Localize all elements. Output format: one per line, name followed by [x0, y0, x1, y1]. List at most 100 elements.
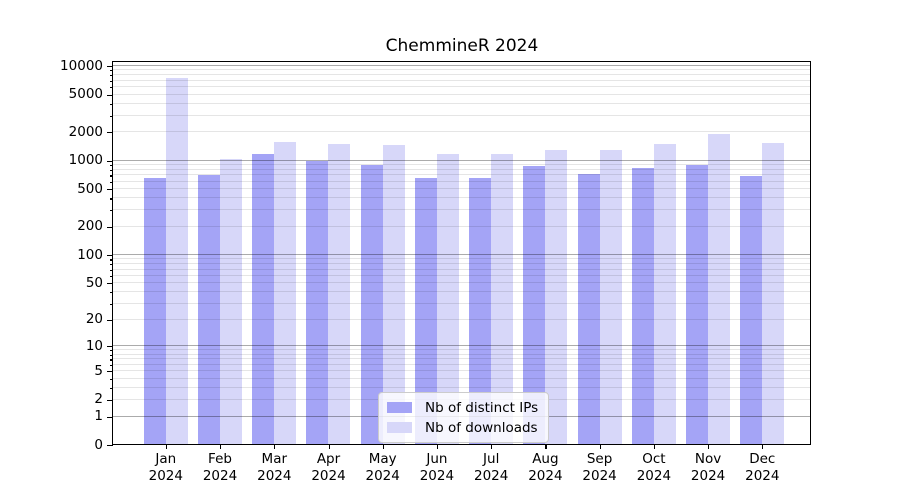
gridline-50	[113, 282, 811, 284]
gridline-5	[113, 370, 811, 372]
bar-downloads-mar	[274, 142, 297, 445]
gridline-900	[113, 164, 811, 165]
y-tick-label-100: 100	[77, 246, 103, 263]
legend-item-downloads: Nb of downloads	[387, 420, 538, 436]
x-tick-label-oct: Oct 2024	[636, 451, 672, 484]
y-minor-tick-400	[110, 198, 113, 200]
bar-downloads-feb	[220, 159, 243, 445]
bar-distinct-ips-jun	[414, 177, 437, 445]
y-tick-label-10000: 10000	[60, 57, 103, 74]
x-tick-jan	[165, 445, 167, 449]
x-tick-dec	[762, 445, 764, 449]
y-tick-1000	[107, 160, 113, 162]
gridline-2000	[113, 131, 811, 133]
x-tick-label-dec: Dec 2024	[745, 451, 780, 484]
y-minor-tick-8000	[110, 75, 113, 77]
bar-distinct-ips-may	[360, 164, 383, 445]
y-tick-50	[107, 283, 113, 285]
y-tick-5	[107, 371, 113, 373]
y-tick-label-5: 5	[94, 362, 103, 379]
x-tick-label-sep: Sep 2024	[582, 451, 617, 484]
y-minor-tick-700	[110, 175, 113, 177]
x-tick-aug	[545, 445, 547, 449]
gridline-10000	[113, 65, 811, 66]
x-tick-label-jun: Jun 2024	[419, 451, 455, 484]
gridline-100	[113, 254, 811, 256]
y-tick-label-500: 500	[77, 180, 103, 197]
y-minor-tick-900	[110, 165, 113, 167]
gridline-4	[113, 377, 811, 379]
gridline-800	[113, 168, 811, 170]
y-minor-tick-40	[110, 292, 113, 294]
y-minor-tick-3000	[110, 115, 113, 117]
gridline-90	[113, 258, 811, 260]
y-tick-500	[107, 189, 113, 191]
legend-label: Nb of distinct IPs	[425, 399, 539, 416]
y-minor-tick-800	[110, 169, 113, 172]
y-minor-tick-90	[110, 259, 113, 261]
gridline-6000	[113, 86, 811, 87]
y-tick-1	[107, 416, 113, 418]
gridline-20	[113, 318, 811, 320]
gridline-30	[113, 302, 811, 304]
gridline-80	[113, 263, 811, 265]
x-tick-mar	[274, 445, 276, 449]
bar-distinct-ips-jan	[143, 177, 166, 445]
y-minor-tick-4000	[110, 103, 113, 105]
gridline-200	[113, 225, 811, 227]
gridline-9	[113, 349, 811, 351]
y-minor-tick-600	[110, 181, 113, 183]
y-tick-label-20: 20	[85, 311, 103, 328]
y-minor-tick-9	[110, 350, 113, 352]
x-tick-label-apr: Apr 2024	[311, 451, 346, 484]
x-tick-jul	[491, 445, 493, 449]
gridline-4000	[113, 102, 811, 104]
y-minor-tick-300	[110, 210, 113, 212]
y-minor-tick-60	[110, 275, 113, 277]
gridline-400	[113, 197, 811, 199]
y-tick-2	[107, 399, 113, 401]
y-tick-label-2: 2	[94, 391, 103, 408]
bar-distinct-ips-sep	[577, 173, 600, 445]
bar-distinct-ips-dec	[740, 176, 763, 445]
gridline-7000	[113, 79, 811, 81]
bar-downloads-jul	[491, 154, 514, 445]
y-tick-label-200: 200	[77, 218, 103, 235]
gridline-9000	[113, 69, 811, 71]
gridline-1000	[113, 159, 811, 161]
gridline-700	[113, 174, 811, 176]
bar-downloads-oct	[653, 144, 676, 445]
y-minor-tick-9000	[110, 70, 113, 72]
y-minor-tick-3	[110, 388, 113, 390]
y-tick-2000	[107, 132, 113, 134]
y-minor-tick-6	[110, 364, 113, 367]
x-tick-sep	[599, 445, 601, 449]
x-tick-oct	[653, 445, 656, 449]
bar-distinct-ips-feb	[198, 175, 221, 445]
gridline-3000	[113, 114, 811, 116]
x-tick-label-aug: Aug 2024	[528, 451, 563, 484]
gridline-7	[113, 358, 811, 360]
x-tick-label-jul: Jul 2024	[474, 451, 509, 484]
y-minor-tick-6000	[110, 87, 113, 89]
y-tick-10	[107, 346, 113, 348]
bar-distinct-ips-apr	[306, 160, 329, 445]
y-tick-label-1: 1	[94, 408, 103, 424]
gridline-5000	[113, 93, 811, 95]
y-tick-0	[107, 445, 113, 447]
y-tick-label-0: 0	[94, 436, 103, 453]
x-tick-feb	[220, 445, 222, 449]
y-minor-tick-8	[110, 354, 113, 356]
bar-downloads-jun	[436, 153, 459, 445]
bar-downloads-aug	[545, 150, 568, 445]
bar-downloads-nov	[708, 134, 731, 445]
legend-swatch-downloads	[387, 422, 412, 433]
bar-distinct-ips-jul	[469, 177, 492, 445]
x-tick-label-nov: Nov 2024	[690, 451, 726, 484]
x-tick-nov	[708, 445, 710, 449]
legend-item-distinct-ips: Nb of distinct IPs	[387, 399, 539, 416]
gridline-6	[113, 363, 811, 365]
y-minor-tick-7000	[110, 80, 113, 82]
x-tick-label-jan: Jan 2024	[148, 451, 183, 484]
